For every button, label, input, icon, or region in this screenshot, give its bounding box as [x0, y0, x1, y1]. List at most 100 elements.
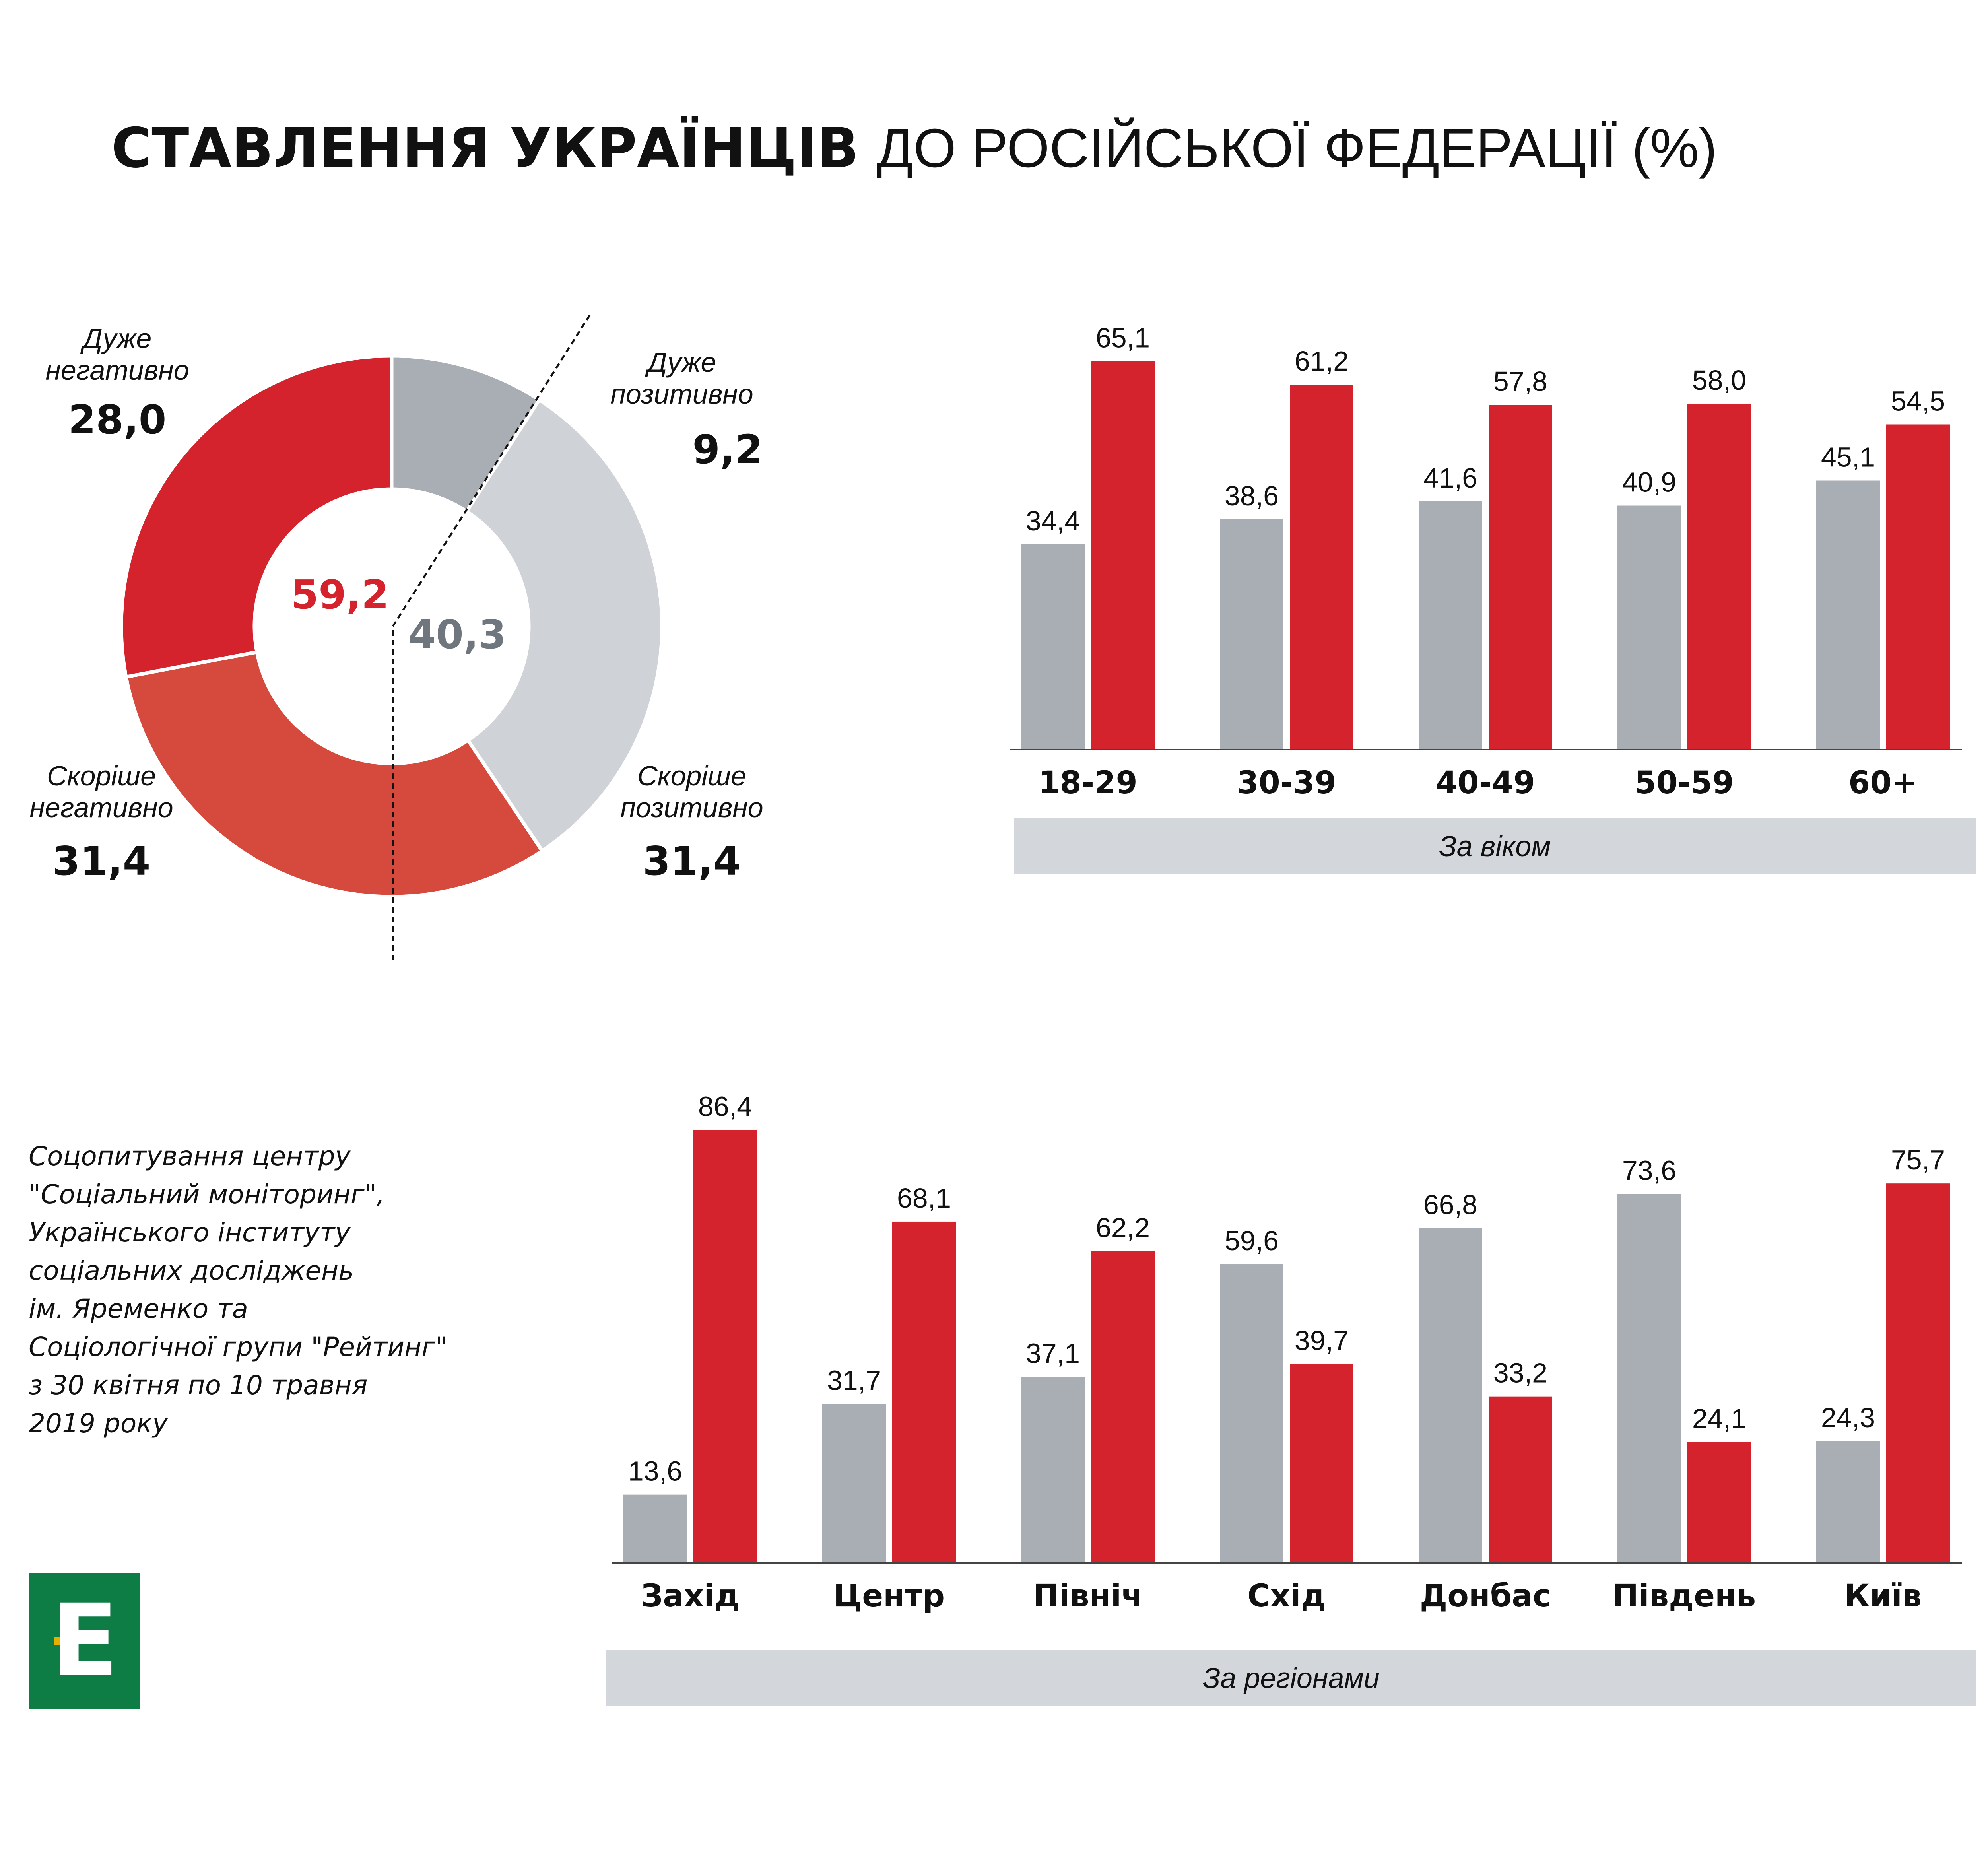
source-note-line: соціальних досліджень — [29, 1255, 354, 1286]
age-data-label: 58,0 — [1692, 365, 1746, 396]
age-data-label: 45,1 — [1821, 442, 1875, 473]
age-data-label: 34,4 — [1026, 505, 1080, 536]
age-bar-red — [1886, 424, 1950, 750]
region-category-label: Північ — [1033, 1578, 1143, 1614]
source-note-line: Українського інституту — [29, 1217, 351, 1248]
source-note-line: 2019 року — [29, 1408, 168, 1439]
band-label-age: За віком — [1439, 831, 1551, 862]
pie-label-very-positive: позитивно — [610, 379, 753, 410]
band-region — [606, 1650, 1976, 1706]
band-age — [1014, 818, 1976, 874]
age-category-label: 18-29 — [1038, 765, 1137, 801]
age-data-label: 40,9 — [1622, 467, 1676, 498]
pie-total-negative: 59,2 — [291, 571, 389, 618]
region-data-label: 59,6 — [1225, 1225, 1279, 1256]
region-bar-gray — [1021, 1377, 1085, 1563]
region-bar-gray — [1816, 1441, 1880, 1563]
region-data-label: 66,8 — [1423, 1189, 1477, 1220]
logo-mark-yellow — [54, 1637, 63, 1645]
region-data-label: 13,6 — [628, 1456, 682, 1487]
region-bar-red — [693, 1130, 757, 1563]
region-bar-red — [1687, 1442, 1751, 1563]
age-bar-gray — [1816, 480, 1880, 750]
region-data-label: 68,1 — [897, 1183, 951, 1214]
region-data-label: 39,7 — [1295, 1325, 1349, 1356]
band-label-region: За регіонами — [1203, 1663, 1380, 1694]
age-bar-red — [1290, 385, 1353, 750]
age-bar-gray — [1021, 544, 1085, 750]
age-category-label: 50-59 — [1635, 765, 1734, 801]
age-data-label: 65,1 — [1096, 322, 1150, 354]
logo-letter: Е — [50, 1583, 119, 1698]
region-bar-red — [1489, 1396, 1552, 1563]
region-category-label: Схід — [1247, 1578, 1326, 1614]
region-category-label: Донбас — [1420, 1578, 1551, 1614]
age-data-label: 54,5 — [1891, 386, 1945, 417]
age-bar-red — [1489, 405, 1552, 750]
title-light: ДО РОСІЙСЬКОЇ ФЕДЕРАЦІЇ (%) — [876, 118, 1717, 179]
region-data-label: 31,7 — [827, 1365, 881, 1396]
source-note-line: "Соціальний моніторинг", — [29, 1179, 385, 1210]
title-bold: СТАВЛЕННЯ УКРАЇНЦІВ — [111, 116, 859, 180]
pie-slice-rather-negative — [124, 650, 545, 899]
region-category-label: Захід — [641, 1578, 740, 1614]
age-data-label: 38,6 — [1225, 480, 1279, 511]
pie-label-very-negative: Дуже — [80, 323, 152, 354]
pie-slice-very-negative — [119, 354, 394, 679]
pie-value-very-negative: 28,0 — [68, 396, 167, 443]
region-data-label: 75,7 — [1891, 1144, 1945, 1175]
source-note-line: ім. Яременко та — [29, 1294, 248, 1324]
region-bar-red — [1290, 1364, 1353, 1563]
region-bar-gray — [1419, 1228, 1482, 1563]
source-note-line: з 30 квітня по 10 травня — [29, 1370, 368, 1401]
region-data-label: 24,3 — [1821, 1402, 1875, 1433]
pie-total-positive: 40,3 — [408, 611, 507, 658]
age-data-label: 61,2 — [1295, 346, 1349, 377]
region-data-label: 73,6 — [1622, 1155, 1676, 1186]
age-bar-gray — [1617, 505, 1681, 750]
pie-divider-line — [392, 311, 593, 960]
pie-label-rather-positive: позитивно — [620, 792, 763, 823]
pie-label-rather-negative: Скоріше — [47, 760, 156, 791]
pie-value-very-positive: 9,2 — [692, 426, 763, 473]
pie-value-rather-positive: 31,4 — [643, 838, 741, 884]
page-title: СТАВЛЕННЯ УКРАЇНЦІВ ДО РОСІЙСЬКОЇ ФЕДЕРА… — [111, 115, 1717, 182]
age-bar-gray — [1220, 519, 1283, 750]
pie-slice-very-positive — [390, 354, 542, 514]
region-data-label: 86,4 — [698, 1091, 752, 1122]
region-data-label: 33,2 — [1493, 1358, 1547, 1389]
region-bar-gray — [623, 1494, 687, 1563]
pie-label-very-negative: негативно — [45, 355, 189, 386]
region-bar-gray — [822, 1404, 886, 1563]
pie-label-rather-positive: Скоріше — [637, 760, 746, 791]
source-note-line: Соцопитування центру — [29, 1141, 351, 1171]
age-data-label: 57,8 — [1493, 366, 1547, 397]
age-bar-gray — [1419, 501, 1482, 750]
age-bar-red — [1091, 361, 1155, 750]
pie-label-rather-negative: негативно — [29, 792, 173, 823]
region-category-label: Київ — [1844, 1578, 1922, 1614]
region-category-label: Центр — [833, 1578, 945, 1614]
region-data-label: 62,2 — [1096, 1212, 1150, 1243]
publisher-logo: Е — [29, 1573, 140, 1709]
region-bar-red — [892, 1221, 956, 1563]
region-bar-red — [1091, 1251, 1155, 1563]
logo-mark-red — [63, 1637, 72, 1645]
source-note: Соцопитування центру "Соціальний монітор… — [29, 1137, 466, 1443]
region-data-label: 24,1 — [1692, 1403, 1746, 1434]
age-bar-red — [1687, 404, 1751, 750]
age-category-label: 60+ — [1848, 765, 1918, 801]
region-bar-gray — [1220, 1264, 1283, 1563]
pie-slice-rather-positive — [464, 397, 664, 854]
age-category-label: 30-39 — [1237, 765, 1336, 801]
region-data-label: 37,1 — [1026, 1338, 1080, 1369]
region-bar-red — [1886, 1183, 1950, 1563]
pie-label-very-positive: Дуже — [645, 347, 716, 378]
pie-value-rather-negative: 31,4 — [52, 838, 151, 884]
region-bar-gray — [1617, 1194, 1681, 1563]
age-category-label: 40-49 — [1436, 765, 1535, 801]
source-note-line: Соціологічної групи "Рейтинг" — [29, 1332, 448, 1362]
region-category-label: Південь — [1613, 1578, 1756, 1614]
